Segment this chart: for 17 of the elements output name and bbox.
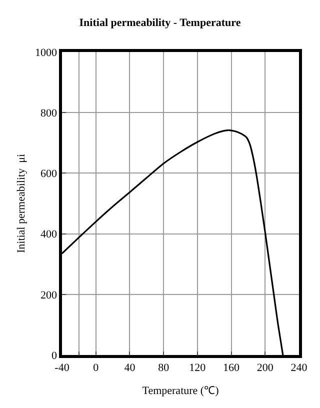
x-tick-label: 160 [223,362,240,374]
y-tick-label: 800 [40,107,58,120]
x-tick-label: 40 [124,362,136,374]
chart-title: Initial permeability - Temperature [79,17,241,30]
y-tick-label: 200 [40,289,58,302]
x-tick-label: 80 [158,362,170,374]
y-tick-label: 1000 [35,46,58,59]
y-axis-title: Initial permeability μi [16,154,28,254]
x-tick-label: -40 [54,362,70,374]
y-tick-label: 600 [40,168,58,180]
y-tick-label: 400 [40,228,58,241]
x-tick-label: 240 [290,362,308,374]
x-tick-label: 0 [93,362,100,374]
y-tick-label: 0 [52,350,58,362]
x-tick-label: 120 [189,362,206,374]
x-axis-title: Temperature (℃) [142,385,220,398]
x-tick-label: 200 [256,362,274,374]
